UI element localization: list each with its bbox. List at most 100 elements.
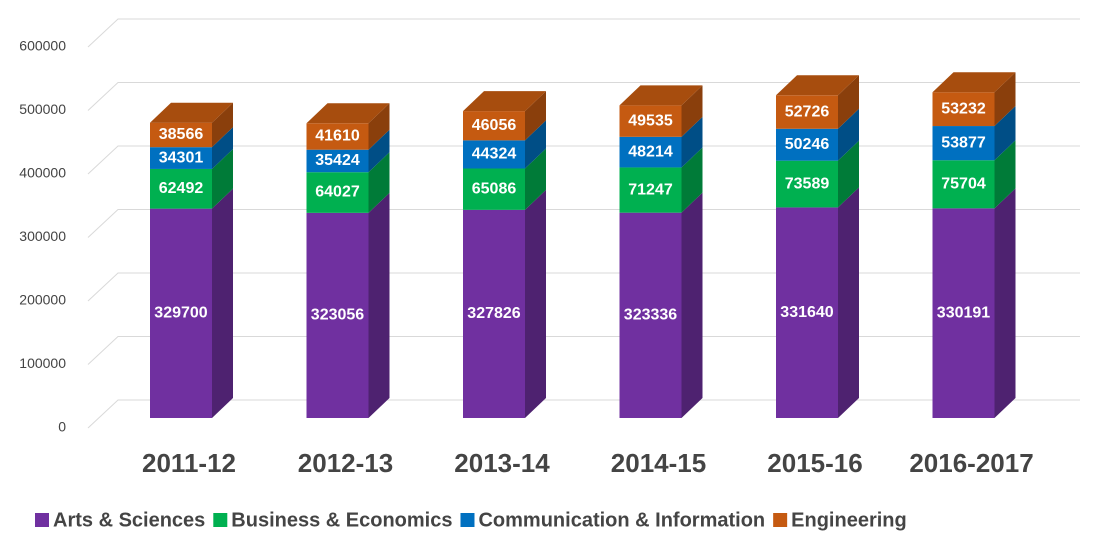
bar-segment [306,192,390,418]
bar-side [994,72,1016,127]
bar-side [525,148,546,210]
bar-segment [619,116,703,168]
data-label: 75704 [941,176,986,193]
bar-front [619,105,682,137]
y-tick-label: 400000 [19,165,66,181]
grid-line [87,399,1080,429]
bar-top [306,103,390,124]
bar-front [463,168,525,210]
bar-top [619,85,703,106]
y-tick-label: 200000 [19,292,66,308]
bar-segment [776,108,859,161]
bar-front [306,172,369,213]
bar-side [994,188,1016,418]
bar-front [463,111,525,141]
bar-segment [150,102,233,148]
data-label: 65086 [472,180,517,197]
bar-side [681,116,703,168]
bar-segment [619,147,703,213]
bar-front [150,168,212,209]
data-label: 73589 [785,175,830,192]
bar-side [368,103,390,150]
data-label: 71247 [628,181,673,198]
bar-front [619,167,682,213]
data-label: 323336 [624,307,677,324]
bar-top [932,72,1016,93]
y-tick-label: 300000 [19,228,66,244]
bar-side [525,120,546,169]
grid-line [87,336,1080,365]
bar-segment [150,188,233,418]
bar-segment [932,106,1016,161]
grid-line [87,145,1080,175]
bar-side [994,140,1016,209]
bar-side [838,75,859,129]
bar-side [212,102,233,148]
bar-front [150,122,212,148]
legend-swatch [773,513,788,527]
bar-segment [932,72,1016,127]
bar-top [463,91,546,112]
bar-segment [776,75,859,129]
bar-segment [776,187,859,418]
data-label: 331640 [780,304,833,321]
bar-front [776,128,838,161]
data-label: 48214 [628,143,673,160]
bar-side [212,127,233,169]
bar-front [306,123,369,150]
grid-line [87,82,1080,111]
bar-front [932,160,995,209]
y-tick-label: 600000 [19,38,66,54]
bar-segment [776,140,859,208]
legend-label: Business & Economics [231,509,452,531]
bar-side [838,187,859,418]
bar-front [150,208,212,418]
bar-side [368,192,390,418]
bar-side [368,129,390,173]
data-label: 46056 [472,117,517,134]
data-label: 52726 [785,103,830,120]
bar-side [525,91,546,141]
data-label: 53877 [941,134,986,151]
legend-label: Engineering [791,509,907,531]
bar-top [150,102,233,123]
bar-front [463,209,525,418]
data-label: 62492 [159,180,204,197]
bar-side [212,188,233,418]
bar-segment [306,103,390,150]
bar-segment [932,188,1016,418]
bar-side [681,85,703,137]
bar-front [150,147,212,169]
x-tick-label: 2015-16 [767,448,862,478]
bar-front [776,160,838,208]
legend-label: Communication & Information [478,509,765,531]
bar-front [932,126,995,161]
y-tick-label: 500000 [19,101,66,117]
x-tick-label: 2016-2017 [909,448,1033,478]
bar-segment [619,85,703,137]
data-label: 35424 [315,152,360,169]
bar-side [838,140,859,208]
data-label: 44324 [472,146,517,163]
legend-swatch [213,513,228,527]
bar-front [932,92,995,127]
bar-segment [463,120,546,169]
grid-line [87,209,1080,238]
bar-side [681,192,703,418]
data-label: 34301 [159,149,204,166]
bar-front [306,149,369,173]
data-label: 49535 [628,112,673,129]
data-label: 329700 [154,305,207,322]
bar-side [368,152,390,213]
data-label: 64027 [315,184,360,201]
data-label: 50246 [785,136,830,153]
data-label: 330191 [937,304,990,321]
bar-front [306,212,369,418]
y-tick-label: 0 [58,419,66,435]
bar-side [525,189,546,418]
data-label: 53232 [941,100,986,117]
data-label: 38566 [159,126,204,143]
grid-line [87,18,1080,48]
grid-line [87,272,1080,302]
